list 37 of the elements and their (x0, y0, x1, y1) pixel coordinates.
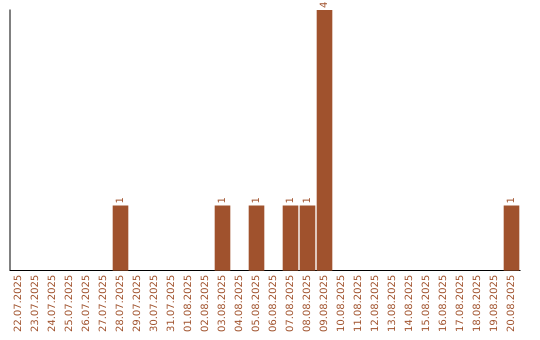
x-tick-label: 22.07.2025 (13, 274, 24, 332)
x-tick-label: 27.07.2025 (98, 274, 110, 332)
x-tick-label: 16.08.2025 (438, 274, 450, 332)
data-label: 1 (285, 197, 296, 204)
x-tick-label: 25.07.2025 (64, 274, 76, 332)
x-tick-label: 01.08.2025 (183, 274, 194, 332)
x-tick-label: 31.07.2025 (166, 274, 178, 332)
x-tick-label: 30.07.2025 (149, 274, 160, 332)
x-tick-label: 04.08.2025 (234, 274, 246, 332)
data-label: 1 (251, 197, 262, 204)
x-tick-label: 23.07.2025 (30, 274, 42, 332)
x-tick-label: 13.08.2025 (387, 274, 398, 332)
x-tick-label: 26.07.2025 (81, 274, 92, 332)
data-label: 4 (319, 2, 330, 8)
x-tick-label: 09.08.2025 (319, 274, 330, 332)
x-tick-label: 07.08.2025 (285, 274, 296, 332)
x-tick-label: 28.07.2025 (115, 274, 126, 332)
x-tick-label: 02.08.2025 (200, 274, 212, 332)
x-tick-label: 20.08.2025 (506, 274, 518, 332)
x-tick-label: 24.07.2025 (47, 274, 58, 332)
x-tick-label: 15.08.2025 (421, 274, 432, 332)
x-tick-label: 08.08.2025 (302, 274, 314, 332)
x-tick-label: 29.07.2025 (132, 274, 144, 332)
data-label: 1 (217, 197, 228, 204)
x-tick-label: 14.08.2025 (404, 274, 416, 332)
data-label: 1 (115, 197, 126, 204)
x-tick-label: 12.08.2025 (370, 274, 382, 332)
data-label: 1 (506, 197, 518, 204)
x-tick-label: 19.08.2025 (489, 274, 500, 332)
x-tick-label: 10.08.2025 (336, 274, 348, 332)
x-tick-label: 05.08.2025 (251, 274, 262, 332)
x-tick-label: 03.08.2025 (217, 274, 228, 332)
x-tick-label: 11.08.2025 (353, 274, 364, 332)
x-tick-label: 17.08.2025 (455, 274, 466, 332)
x-tick-label: 06.08.2025 (268, 274, 280, 332)
x-tick-label: 18.08.2025 (472, 274, 484, 332)
data-label: 1 (302, 197, 314, 204)
